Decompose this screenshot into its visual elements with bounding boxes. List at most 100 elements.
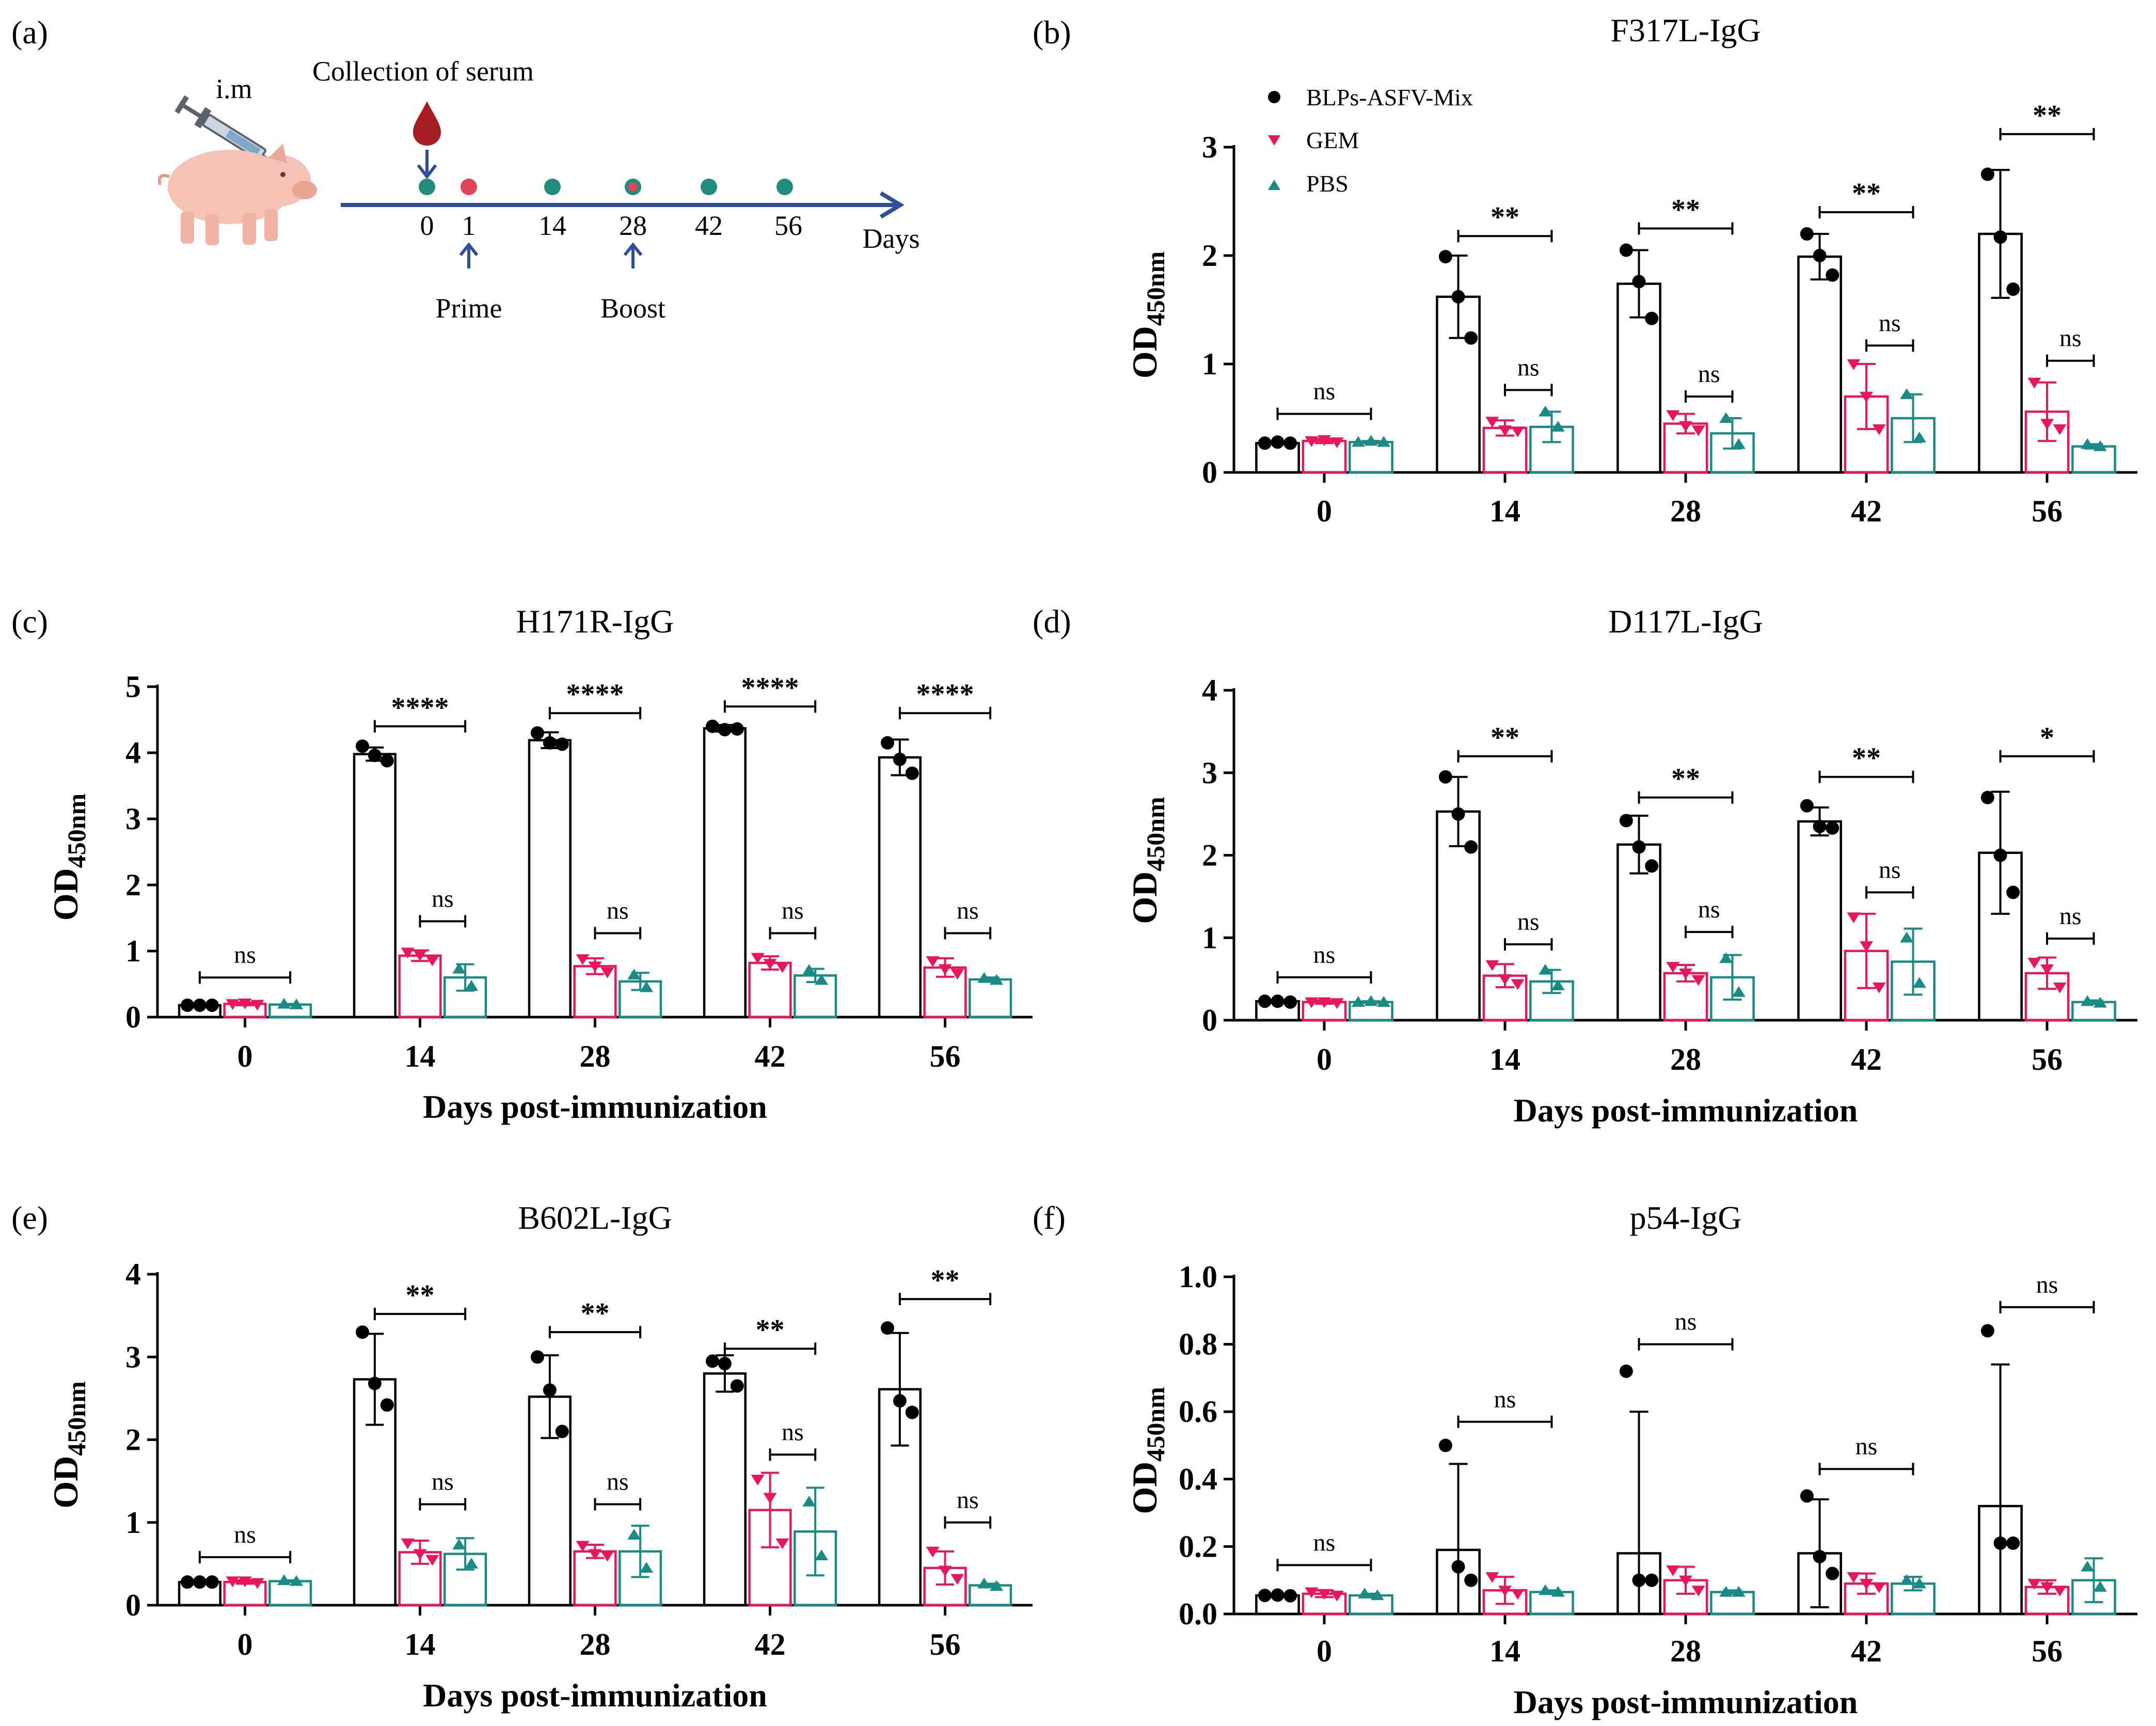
chart-title: p54-IgG bbox=[1630, 1199, 1742, 1236]
x-tick-label: 0 bbox=[1317, 1042, 1332, 1076]
significance-label: ns bbox=[1698, 360, 1720, 388]
x-tick-label: 42 bbox=[1851, 1634, 1882, 1668]
chart-f317l: F317L-IgG 0 1 2 3 OD450nm 0 14 28 42 56 ns ** ns ** ns *… bbox=[1125, 12, 2137, 528]
data-point-gem bbox=[775, 962, 789, 973]
blood-drop-icon bbox=[413, 101, 441, 146]
timeline-labels: 0 1 14 28 42 56 Days bbox=[420, 210, 920, 254]
data-point-vaccine bbox=[1813, 819, 1827, 833]
significance-label: ** bbox=[2033, 100, 2062, 132]
data-point-vaccine bbox=[1813, 1549, 1827, 1563]
x-tick-label: 0 bbox=[237, 1627, 253, 1661]
y-tick-label: 0 bbox=[1202, 455, 1217, 489]
data-point-gem bbox=[1860, 1579, 1873, 1590]
significance-label: **** bbox=[391, 692, 449, 724]
y-tick-label: 4 bbox=[1202, 673, 1217, 707]
bar-pbs bbox=[1710, 1591, 1755, 1616]
data-point-pbs bbox=[1732, 1586, 1746, 1597]
data-point-gem bbox=[926, 956, 940, 967]
significance-label: ns bbox=[234, 941, 256, 969]
y-tick-label: 0.2 bbox=[1179, 1529, 1217, 1563]
data-point-pbs bbox=[990, 974, 1004, 985]
data-point-vaccine bbox=[1645, 1573, 1659, 1587]
data-point-pbs bbox=[990, 1580, 1004, 1591]
data-point-gem bbox=[1679, 1575, 1692, 1587]
significance-label: ns bbox=[234, 1521, 256, 1548]
chart-title: F317L-IgG bbox=[1610, 12, 1761, 49]
significance-label: **** bbox=[916, 678, 974, 710]
data-point-vaccine bbox=[730, 722, 744, 736]
data-point-gem bbox=[1872, 983, 1886, 993]
data-point-vaccine bbox=[355, 739, 369, 753]
data-point-pbs bbox=[1900, 1574, 1914, 1585]
data-point-gem bbox=[763, 959, 777, 970]
data-point-vaccine bbox=[1619, 1364, 1633, 1378]
bar-pbs bbox=[969, 978, 1012, 1019]
significance-label: ns bbox=[1313, 1529, 1336, 1556]
data-point-pbs bbox=[802, 964, 816, 975]
data-point-gem bbox=[2053, 424, 2067, 435]
data-point-pbs bbox=[640, 981, 654, 992]
data-point-gem bbox=[1872, 424, 1886, 435]
y-axis-label: OD450nm bbox=[1125, 797, 1170, 924]
x-tick-label: 0 bbox=[1317, 1634, 1332, 1668]
data-point-gem bbox=[1666, 410, 1680, 421]
y-tick-label: 2 bbox=[125, 868, 141, 902]
significance-label: ns bbox=[1879, 856, 1901, 883]
boost-arrow bbox=[623, 242, 643, 268]
data-point-gem bbox=[1666, 1565, 1680, 1576]
significance-label: ns bbox=[1517, 908, 1540, 936]
data-point-gem bbox=[2027, 1579, 2041, 1590]
y-tick-label: 2 bbox=[125, 1423, 141, 1457]
data-point-vaccine bbox=[1283, 995, 1297, 1009]
data-point-vaccine bbox=[1283, 1589, 1297, 1603]
significance-label: ns bbox=[1698, 896, 1720, 923]
significance-label: ** bbox=[931, 1264, 960, 1296]
data-point-vaccine bbox=[555, 737, 569, 751]
data-point-vaccine bbox=[1451, 807, 1465, 821]
data-point-gem bbox=[1511, 426, 1525, 437]
data-point-pbs bbox=[1364, 435, 1378, 446]
significance-label: **** bbox=[566, 678, 624, 710]
data-point-pbs bbox=[1900, 388, 1914, 399]
bar-vaccine bbox=[703, 727, 747, 1019]
significance-label: ns bbox=[782, 1418, 804, 1446]
data-point-pbs bbox=[1377, 996, 1391, 1007]
data-point-pbs bbox=[1377, 436, 1391, 447]
timeline-axis bbox=[341, 191, 905, 219]
x-tick-label: 28 bbox=[1670, 1634, 1701, 1668]
data-point-pbs bbox=[452, 962, 466, 974]
data-point-vaccine bbox=[1619, 243, 1633, 257]
chart-d117l: D117L-IgG 0 1 2 3 4 OD450nm 0 14 28 42 56 Days post-… bbox=[1125, 603, 2137, 1129]
significance-label: ns bbox=[432, 885, 454, 912]
data-point-pbs bbox=[1551, 979, 1565, 991]
days-unit-label: Days bbox=[863, 223, 920, 254]
data-point-gem bbox=[1305, 436, 1319, 447]
data-point-gem bbox=[238, 999, 252, 1009]
data-point-pbs bbox=[2081, 995, 2095, 1006]
timepoint-label: 1 bbox=[462, 210, 476, 241]
y-tick-label: 0 bbox=[1202, 1003, 1217, 1037]
data-point-gem bbox=[1330, 998, 1344, 1009]
y-axis-label-main: OD bbox=[1125, 326, 1164, 378]
data-point-gem bbox=[588, 961, 602, 973]
data-point-pbs bbox=[2081, 1560, 2095, 1572]
boost-label: Boost bbox=[600, 293, 665, 324]
data-point-pbs bbox=[1912, 432, 1926, 442]
data-point-vaccine bbox=[893, 1394, 907, 1408]
data-point-pbs bbox=[2081, 438, 2095, 449]
data-point-vaccine bbox=[543, 736, 557, 750]
data-point-vaccine bbox=[1619, 814, 1633, 828]
data-point-gem bbox=[1691, 975, 1705, 986]
significance-label: ns bbox=[2059, 325, 2082, 352]
data-point-vaccine bbox=[705, 1354, 719, 1368]
bar-pbs bbox=[1529, 1591, 1574, 1616]
data-point-gem bbox=[751, 953, 765, 964]
legend-label-vaccine: BLPs-ASFV-Mix bbox=[1306, 84, 1473, 110]
timepoint-label: 28 bbox=[619, 210, 647, 241]
data-point-gem bbox=[1330, 437, 1344, 448]
data-point-vaccine bbox=[1464, 1573, 1478, 1587]
x-tick-label: 56 bbox=[930, 1627, 961, 1661]
data-point-gem bbox=[1847, 912, 1861, 924]
timepoint-dot bbox=[419, 179, 435, 195]
data-point-gem bbox=[600, 967, 614, 978]
